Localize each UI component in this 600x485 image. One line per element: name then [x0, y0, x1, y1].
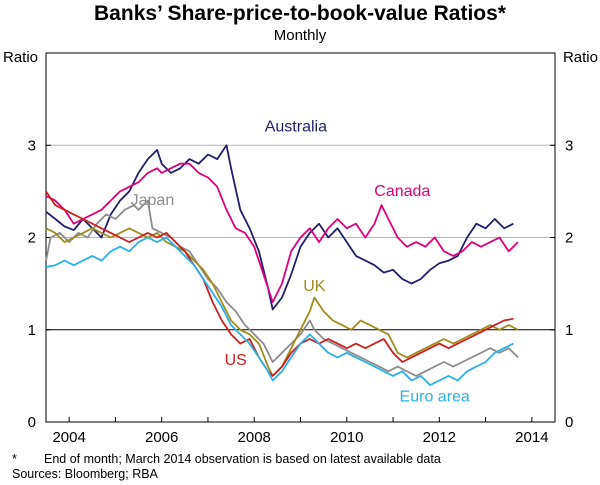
series-lines — [45, 144, 519, 386]
series-label-us: US — [225, 352, 247, 369]
series-line-australia — [45, 144, 514, 311]
series-line-euro-area — [45, 236, 514, 386]
y-tick-left-2: 2 — [28, 230, 36, 247]
y-tick-left-0: 0 — [28, 414, 36, 431]
series-label-euro-area: Euro area — [400, 389, 470, 406]
footnote: * End of month; March 2014 observation i… — [12, 452, 592, 468]
y-tick-right-2: 2 — [565, 230, 573, 247]
series-line-canada — [45, 162, 519, 303]
axes: 0 0 1 1 2 2 3 3 2004 2006 2008 2010 2012 2014 — [28, 52, 573, 446]
y-tick-left-1: 1 — [28, 322, 36, 339]
x-tick-label-2010: 2010 — [330, 429, 363, 446]
footnote-text: End of month; March 2014 observation is … — [44, 452, 441, 466]
series-labels: Australia Canada Japan UK US Euro area — [131, 118, 470, 405]
y-axis-label-left: Ratio — [3, 49, 38, 66]
footnote-star: * — [12, 452, 17, 466]
y-tick-right-1: 1 — [565, 322, 573, 339]
series-line-japan — [45, 199, 519, 377]
x-tick-label-2012: 2012 — [423, 429, 456, 446]
y-tick-left-3: 3 — [28, 137, 36, 154]
x-tick-label-2014: 2014 — [515, 429, 548, 446]
sources-note: Sources: Bloomberg; RBA — [12, 467, 158, 481]
series-label-uk: UK — [303, 278, 326, 295]
y-tick-right-0: 0 — [565, 414, 573, 431]
series-line-us — [45, 190, 514, 377]
series-label-japan: Japan — [131, 192, 175, 209]
series-label-australia: Australia — [265, 118, 327, 135]
y-axis-label-right: Ratio — [563, 49, 598, 66]
x-tick-label-2008: 2008 — [238, 429, 271, 446]
chart-title: Banks’ Share-price-to-book-value Ratios* — [94, 2, 506, 25]
series-label-canada: Canada — [374, 183, 430, 200]
x-tick-label-2006: 2006 — [145, 429, 178, 446]
x-tick-label-2004: 2004 — [52, 429, 85, 446]
chart-subtitle: Monthly — [273, 27, 327, 44]
y-tick-right-3: 3 — [565, 137, 573, 154]
